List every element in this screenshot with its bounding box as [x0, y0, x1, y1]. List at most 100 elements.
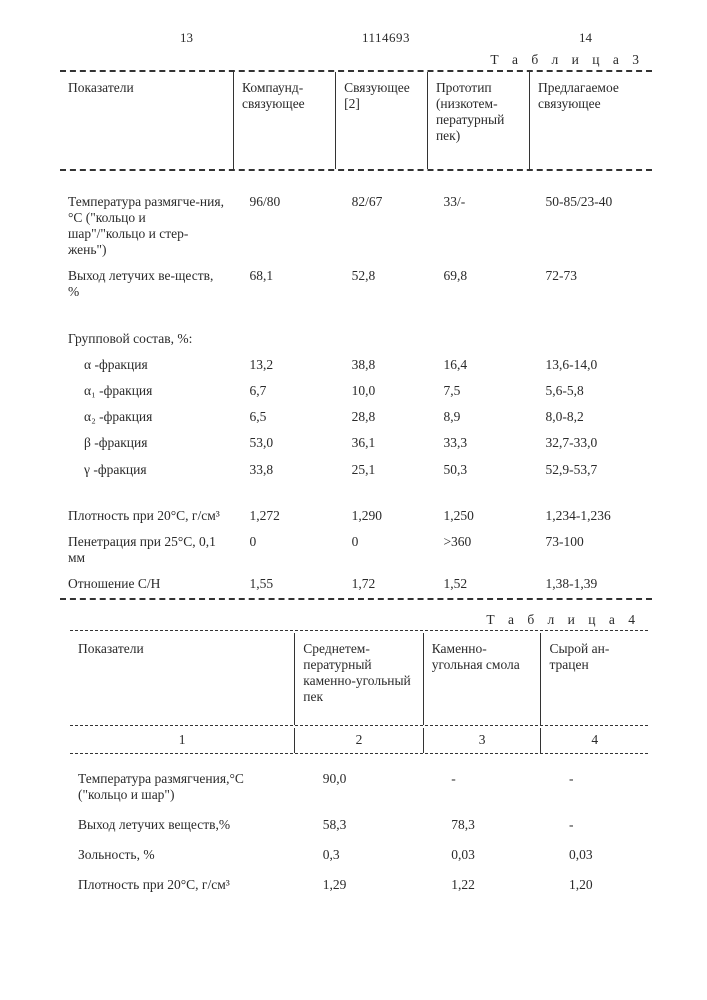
cell-value: 25,1: [336, 457, 428, 483]
table3-head: Показатели Компаунд-связующее Связующее …: [60, 72, 652, 169]
row-label: γ -фракция: [60, 457, 234, 483]
table3-col-4: Прототип (низкотем-пературный пек): [427, 72, 529, 169]
cell-value: -: [423, 764, 541, 810]
cell-value: 0,03: [541, 840, 648, 870]
cell-value: 13,2: [234, 352, 336, 378]
cell-value: 8,9: [427, 404, 529, 430]
cell-value: 16,4: [427, 352, 529, 378]
cell-value: 6,7: [234, 378, 336, 404]
table4-col-2: Среднетем-пературный каменно-угольный пе…: [295, 633, 423, 726]
table4-colnum-2: 2: [295, 728, 423, 752]
cell-value: 96/80: [234, 189, 336, 264]
table4-top-rule: [70, 630, 648, 631]
row-label: Плотность при 20°С, г/см³: [60, 503, 234, 529]
page: 13 1114693 14 Т а б л и ц а 3 Показатели…: [0, 0, 707, 1000]
cell-value: [234, 326, 336, 352]
table-row: Групповой состав, %:: [60, 326, 652, 352]
cell-value: [427, 326, 529, 352]
table4-label: Т а б л и ц а 4: [70, 612, 640, 628]
table3-body-table: Температура размягче-ния,°С ("кольцо и ш…: [60, 189, 652, 598]
cell-value: 28,8: [336, 404, 428, 430]
cell-value: 33,3: [427, 430, 529, 456]
cell-value: 13,6-14,0: [530, 352, 653, 378]
table4-colnum-4: 4: [541, 728, 648, 752]
cell-value: >360: [427, 529, 529, 571]
cell-value: 8,0-8,2: [530, 404, 653, 430]
cell-value: 73-100: [530, 529, 653, 571]
row-label: α₂ -фракция: [60, 404, 234, 430]
cell-value: 90,0: [295, 764, 423, 810]
table4-body-table: Температура размягчения,°С ("кольцо и ша…: [70, 764, 648, 901]
cell-value: 1,290: [336, 503, 428, 529]
row-label: Выход летучих веществ,%: [70, 810, 295, 840]
table4-col-3: Каменно-угольная смола: [423, 633, 541, 726]
table4-head-rule: [70, 725, 648, 726]
cell-value: -: [541, 764, 648, 810]
cell-value: 1,234-1,236: [530, 503, 653, 529]
table3-col-1: Показатели: [60, 72, 234, 169]
table3-body: Температура размягче-ния,°С ("кольцо и ш…: [60, 189, 652, 598]
table4-body: Температура размягчения,°С ("кольцо и ша…: [70, 764, 648, 901]
cell-value: 33/-: [427, 189, 529, 264]
row-label: α₁ -фракция: [60, 378, 234, 404]
cell-value: 1,52: [427, 571, 529, 597]
table-row: β -фракция53,036,133,332,7-33,0: [60, 430, 652, 456]
row-label: Температура размягчения,°С ("кольцо и ша…: [70, 764, 295, 810]
table4-colnum-3: 3: [423, 728, 541, 752]
page-number-right: 14: [579, 30, 592, 46]
row-label: Плотность при 20°С, г/см³: [70, 870, 295, 900]
row-label: Зольность, %: [70, 840, 295, 870]
cell-value: 1,250: [427, 503, 529, 529]
table4-colnum-1: 1: [70, 728, 295, 752]
cell-value: [336, 326, 428, 352]
table-row: Выход летучих ве-ществ, %68,152,869,872-…: [60, 263, 652, 305]
cell-value: 7,5: [427, 378, 529, 404]
cell-value: 69,8: [427, 263, 529, 305]
cell-value: 1,272: [234, 503, 336, 529]
cell-value: 0: [234, 529, 336, 571]
page-number-left: 13: [180, 30, 193, 46]
cell-value: [530, 326, 653, 352]
cell-value: 1,20: [541, 870, 648, 900]
cell-value: 0,03: [423, 840, 541, 870]
cell-value: 53,0: [234, 430, 336, 456]
cell-value: 6,5: [234, 404, 336, 430]
table-row: Температура размягче-ния,°С ("кольцо и ш…: [60, 189, 652, 264]
table4-colnum-table: 1 2 3 4: [70, 728, 648, 752]
row-label: Выход летучих ве-ществ, %: [60, 263, 234, 305]
document-id: 1114693: [362, 30, 410, 46]
cell-value: 10,0: [336, 378, 428, 404]
table3: Показатели Компаунд-связующее Связующее …: [60, 72, 652, 169]
cell-value: 68,1: [234, 263, 336, 305]
table-row: γ -фракция33,825,150,352,9-53,7: [60, 457, 652, 483]
table3-col-3: Связующее [2]: [336, 72, 428, 169]
cell-value: 1,55: [234, 571, 336, 597]
cell-value: 1,22: [423, 870, 541, 900]
table4-head: Показатели Среднетем-пературный каменно-…: [70, 633, 648, 726]
table-row: Плотность при 20°С, г/см³1,291,221,20: [70, 870, 648, 900]
cell-value: 78,3: [423, 810, 541, 840]
cell-value: 38,8: [336, 352, 428, 378]
table-row: α₁ -фракция6,710,07,55,6-5,8: [60, 378, 652, 404]
table-row: Температура размягчения,°С ("кольцо и ша…: [70, 764, 648, 810]
table4-col-1: Показатели: [70, 633, 295, 726]
cell-value: 1,38-1,39: [530, 571, 653, 597]
table4-colnum-row: 1 2 3 4: [70, 728, 648, 752]
cell-value: 50-85/23-40: [530, 189, 653, 264]
row-label: Пенетрация при 25°С, 0,1 мм: [60, 529, 234, 571]
page-header: 13 1114693 14: [60, 30, 652, 48]
cell-value: 32,7-33,0: [530, 430, 653, 456]
table-row: Пенетрация при 25°С, 0,1 мм00>36073-100: [60, 529, 652, 571]
table-row: Зольность, %0,30,030,03: [70, 840, 648, 870]
cell-value: 52,8: [336, 263, 428, 305]
cell-value: 5,6-5,8: [530, 378, 653, 404]
table3-col-2: Компаунд-связующее: [234, 72, 336, 169]
table3-col-5: Предлагаемое связующее: [530, 72, 653, 169]
cell-value: -: [541, 810, 648, 840]
table4: Показатели Среднетем-пературный каменно-…: [70, 633, 648, 726]
cell-value: 0,3: [295, 840, 423, 870]
table-row: Выход летучих веществ,%58,378,3-: [70, 810, 648, 840]
cell-value: 0: [336, 529, 428, 571]
cell-value: 82/67: [336, 189, 428, 264]
table-row: α₂ -фракция6,528,88,98,0-8,2: [60, 404, 652, 430]
